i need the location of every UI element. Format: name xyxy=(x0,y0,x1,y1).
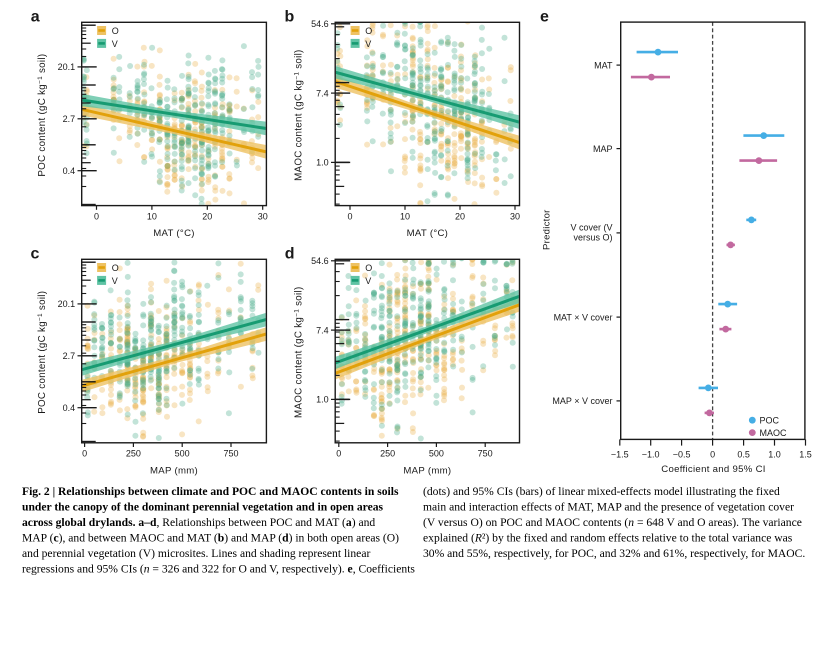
svg-text:0.4: 0.4 xyxy=(63,166,76,176)
svg-text:54.6: 54.6 xyxy=(311,19,329,29)
svg-text:2.7: 2.7 xyxy=(63,114,76,124)
svg-text:MAP (c), and between MAOC and: MAP (c), and between MAOC and MAT (b) an… xyxy=(22,532,399,545)
svg-text:(V versus O) on POC and MAOC c: (V versus O) on POC and MAOC contents (n… xyxy=(423,516,802,529)
svg-text:MAOC content (gC kg−1 soil): MAOC content (gC kg−1 soil) xyxy=(294,49,305,181)
svg-text:20.1: 20.1 xyxy=(58,62,76,72)
svg-text:20: 20 xyxy=(202,211,212,221)
svg-text:MAP (mm): MAP (mm) xyxy=(150,465,198,476)
svg-text:0: 0 xyxy=(336,449,341,459)
svg-text:under the canopy of the domina: under the canopy of the dominant perenni… xyxy=(22,501,384,514)
svg-text:0: 0 xyxy=(710,449,715,459)
svg-text:e: e xyxy=(540,9,549,26)
svg-text:main and interaction effects o: main and interaction effects of MAT, MAP… xyxy=(423,501,794,514)
svg-text:Predictor: Predictor xyxy=(542,209,553,250)
svg-text:1.0: 1.0 xyxy=(316,158,329,168)
svg-text:explained (R²) by the fixed an: explained (R²) by the fixed and random e… xyxy=(423,532,793,545)
svg-text:20: 20 xyxy=(455,211,465,221)
svg-text:MAT × V cover: MAT × V cover xyxy=(554,312,613,322)
svg-text:54.6: 54.6 xyxy=(311,256,329,266)
svg-text:MAP: MAP xyxy=(593,144,613,154)
svg-text:500: 500 xyxy=(175,449,190,459)
svg-text:O: O xyxy=(365,26,372,36)
svg-text:2.7: 2.7 xyxy=(63,351,76,361)
svg-text:MAT (°C): MAT (°C) xyxy=(153,228,195,239)
svg-text:−0.5: −0.5 xyxy=(673,449,691,459)
svg-text:MAP (mm): MAP (mm) xyxy=(403,465,451,476)
svg-text:regressions and 95% CIs (n = 3: regressions and 95% CIs (n = 326 and 322… xyxy=(22,563,415,576)
svg-text:V cover (V: V cover (V xyxy=(570,222,612,232)
svg-text:1.5: 1.5 xyxy=(799,449,812,459)
svg-text:Coefficient and 95% CI: Coefficient and 95% CI xyxy=(661,464,766,475)
svg-text:0: 0 xyxy=(82,449,87,459)
svg-text:0.4: 0.4 xyxy=(63,403,76,413)
svg-text:POC content (gC kg−1 soil): POC content (gC kg−1 soil) xyxy=(37,291,48,414)
svg-text:versus O): versus O) xyxy=(573,232,612,242)
svg-text:MAP × V cover: MAP × V cover xyxy=(552,396,612,406)
svg-text:(dots) and 95% CIs (bars) of l: (dots) and 95% CIs (bars) of linear mixe… xyxy=(423,485,780,498)
svg-text:750: 750 xyxy=(478,449,493,459)
svg-text:30% and 55%, respectively, for: 30% and 55%, respectively, for POC, and … xyxy=(423,547,805,560)
svg-text:10: 10 xyxy=(147,211,157,221)
svg-text:MAT: MAT xyxy=(594,60,613,70)
svg-text:MAT (°C): MAT (°C) xyxy=(407,228,449,239)
svg-text:and perennial vegetation (V) m: and perennial vegetation (V) microsites.… xyxy=(22,547,370,560)
svg-text:−1.0: −1.0 xyxy=(642,449,660,459)
svg-text:10: 10 xyxy=(400,211,410,221)
svg-text:0: 0 xyxy=(94,211,99,221)
svg-text:c: c xyxy=(31,246,40,263)
svg-text:20.1: 20.1 xyxy=(58,299,76,309)
svg-text:O: O xyxy=(112,263,119,273)
svg-text:V: V xyxy=(365,276,371,286)
svg-text:250: 250 xyxy=(380,449,395,459)
svg-text:O: O xyxy=(365,263,372,273)
svg-text:V: V xyxy=(365,39,371,49)
svg-text:250: 250 xyxy=(126,449,141,459)
svg-text:POC content (gC kg−1 soil): POC content (gC kg−1 soil) xyxy=(37,54,48,177)
svg-text:O: O xyxy=(112,26,119,36)
svg-text:across global drylands. a–d, R: across global drylands. a–d, Relationshi… xyxy=(22,516,375,529)
svg-text:POC: POC xyxy=(760,416,780,426)
svg-text:1.0: 1.0 xyxy=(768,449,781,459)
svg-text:a: a xyxy=(31,9,40,26)
svg-text:b: b xyxy=(285,9,295,26)
svg-text:30: 30 xyxy=(510,211,520,221)
svg-text:1.0: 1.0 xyxy=(316,395,329,405)
svg-text:MAOC: MAOC xyxy=(760,428,788,438)
svg-text:−1.5: −1.5 xyxy=(611,449,629,459)
svg-text:0.5: 0.5 xyxy=(737,449,750,459)
svg-text:750: 750 xyxy=(223,449,238,459)
svg-text:V: V xyxy=(112,39,118,49)
svg-text:7.4: 7.4 xyxy=(316,325,329,335)
svg-text:0: 0 xyxy=(347,211,352,221)
svg-text:V: V xyxy=(112,276,118,286)
svg-text:MAOC content (gC kg−1 soil): MAOC content (gC kg−1 soil) xyxy=(294,286,305,418)
svg-text:500: 500 xyxy=(429,449,444,459)
svg-text:30: 30 xyxy=(258,211,268,221)
svg-text:7.4: 7.4 xyxy=(316,88,329,98)
svg-text:d: d xyxy=(285,246,295,263)
svg-text:Fig. 2 | Relationships between: Fig. 2 | Relationships between climate a… xyxy=(22,485,399,498)
